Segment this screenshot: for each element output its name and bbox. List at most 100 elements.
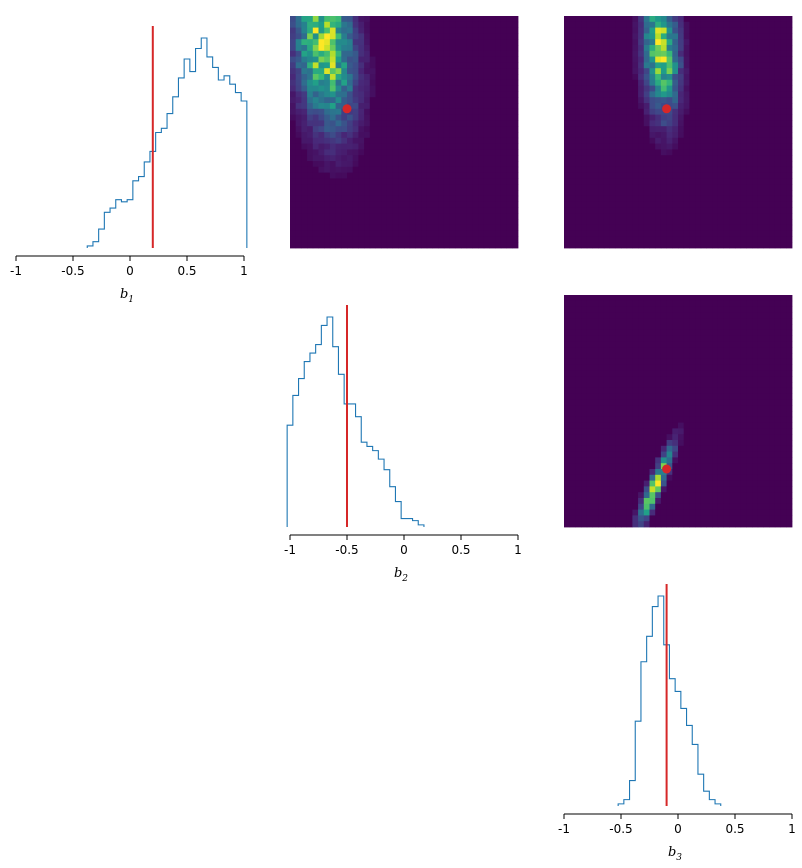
- heatmap-cell: [386, 33, 393, 40]
- heatmap-cell: [307, 236, 314, 243]
- heatmap-cell: [752, 353, 759, 360]
- heatmap-cell: [729, 85, 736, 92]
- heatmap-cell: [569, 318, 576, 325]
- heatmap-cell: [461, 120, 468, 127]
- heatmap-cell: [769, 312, 776, 319]
- heatmap-cell: [290, 178, 297, 185]
- heatmap-cell: [700, 382, 707, 389]
- heatmap-cell: [752, 428, 759, 435]
- heatmap-cell: [495, 190, 502, 197]
- x-tick-label: -1: [558, 822, 570, 836]
- heatmap-cell: [352, 230, 359, 237]
- heatmap-cell: [672, 341, 679, 348]
- heatmap-cell: [638, 498, 645, 505]
- heatmap-cell: [706, 492, 713, 499]
- heatmap-cell: [581, 422, 588, 429]
- heatmap-cell: [649, 306, 656, 313]
- heatmap-cell: [740, 300, 747, 307]
- heatmap-cell: [757, 85, 764, 92]
- heatmap-cell: [638, 149, 645, 156]
- heatmap-cell: [774, 486, 781, 493]
- heatmap-cell: [564, 440, 571, 447]
- heatmap-cell: [369, 50, 376, 57]
- heatmap-cell: [369, 74, 376, 81]
- heatmap-cell: [432, 213, 439, 220]
- heatmap-cell: [347, 62, 354, 69]
- heatmap-cell: [500, 195, 507, 202]
- heatmap-cell: [655, 324, 662, 331]
- heatmap-cell: [717, 411, 724, 418]
- heatmap-cell: [735, 219, 742, 226]
- heatmap-cell: [318, 236, 325, 243]
- heatmap-cell: [655, 236, 662, 243]
- heatmap-cell: [649, 68, 656, 75]
- heatmap-cell: [689, 166, 696, 173]
- heatmap-cell: [318, 172, 325, 179]
- heatmap-cell: [672, 364, 679, 371]
- heatmap-cell: [717, 399, 724, 406]
- heatmap-cell: [341, 16, 348, 23]
- heatmap-cell: [717, 143, 724, 150]
- heatmap-cell: [626, 399, 633, 406]
- heatmap-cell: [564, 387, 571, 394]
- heatmap-cell: [712, 457, 719, 464]
- heatmap-cell: [786, 498, 793, 505]
- heatmap-cell: [672, 324, 679, 331]
- heatmap-cell: [415, 201, 422, 208]
- heatmap-cell: [364, 68, 371, 75]
- heatmap-cell: [352, 224, 359, 231]
- heatmap-cell: [643, 178, 650, 185]
- heatmap-cell: [581, 161, 588, 168]
- heatmap-cell: [723, 480, 730, 487]
- heatmap-cell: [312, 172, 319, 179]
- heatmap-cell: [581, 370, 588, 377]
- heatmap-cell: [352, 68, 359, 75]
- heatmap-cell: [615, 27, 622, 34]
- heatmap-cell: [655, 132, 662, 139]
- heatmap-cell: [672, 230, 679, 237]
- heatmap-cell: [689, 492, 696, 499]
- heatmap-cell: [598, 492, 605, 499]
- heatmap-cell: [421, 190, 428, 197]
- heatmap-cell: [666, 91, 673, 98]
- heatmap-cell: [609, 382, 616, 389]
- heatmap-cell: [655, 503, 662, 510]
- heatmap-cell: [295, 108, 302, 115]
- heatmap-cell: [740, 74, 747, 81]
- heatmap-cell: [706, 370, 713, 377]
- heatmap-cell: [500, 190, 507, 197]
- heatmap-cell: [575, 451, 582, 458]
- heatmap-cell: [301, 27, 308, 34]
- heatmap-cell: [655, 428, 662, 435]
- heatmap-cell: [786, 27, 793, 34]
- heatmap-cell: [506, 56, 513, 63]
- heatmap-cell: [615, 74, 622, 81]
- heatmap-cell: [763, 329, 770, 336]
- heatmap-cell: [421, 45, 428, 52]
- heatmap-cell: [695, 469, 702, 476]
- heatmap-cell: [626, 335, 633, 342]
- heatmap-cell: [700, 45, 707, 52]
- heatmap-cell: [312, 161, 319, 168]
- heatmap-cell: [512, 155, 519, 162]
- heatmap-cell: [740, 469, 747, 476]
- heatmap-cell: [649, 434, 656, 441]
- heatmap-cell: [626, 382, 633, 389]
- heatmap-cell: [774, 126, 781, 133]
- heatmap-cell: [717, 195, 724, 202]
- heatmap-cell: [763, 347, 770, 354]
- heatmap-cell: [312, 178, 319, 185]
- heatmap-cell: [706, 480, 713, 487]
- heatmap-cell: [700, 21, 707, 28]
- heatmap-cell: [615, 230, 622, 237]
- heatmap-cell: [735, 21, 742, 28]
- heatmap-cell: [774, 219, 781, 226]
- heatmap-cell: [695, 149, 702, 156]
- heatmap-cell: [592, 50, 599, 57]
- heatmap-cell: [603, 85, 610, 92]
- heatmap-cell: [649, 178, 656, 185]
- heatmap-cell: [564, 50, 571, 57]
- heatmap-cell: [752, 178, 759, 185]
- heatmap-cell: [752, 440, 759, 447]
- heatmap-cell: [575, 120, 582, 127]
